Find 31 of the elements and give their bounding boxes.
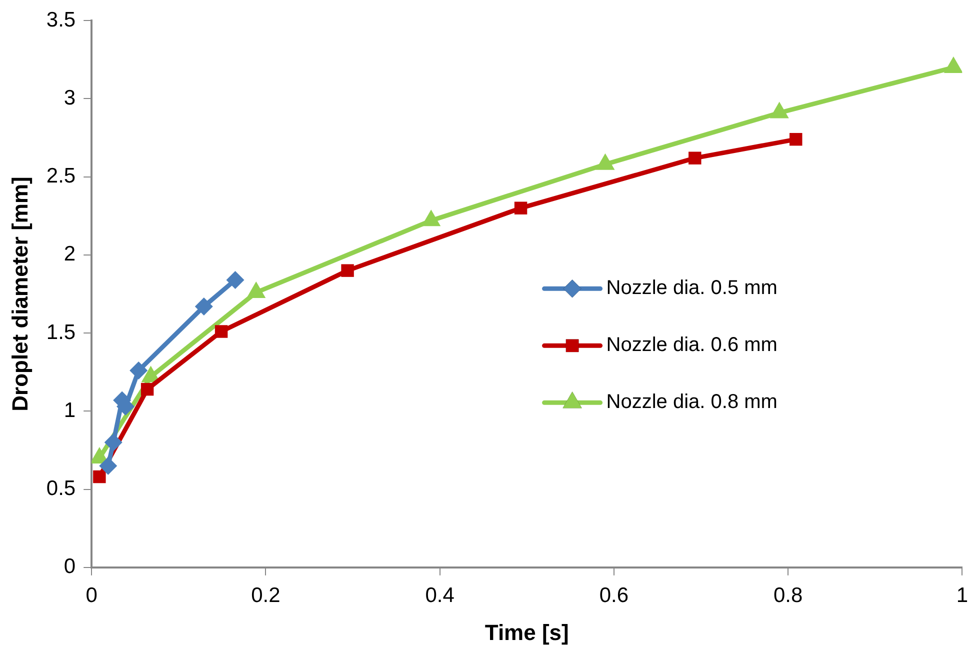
- point: [130, 362, 148, 380]
- point: [99, 456, 118, 475]
- x-axis-title: Time [s]: [484, 620, 569, 645]
- x-tick-label: 0.4: [425, 584, 455, 607]
- point: [214, 325, 228, 338]
- point: [514, 202, 528, 214]
- y-tick-label: 0: [64, 555, 76, 578]
- point: [194, 298, 213, 316]
- point: [93, 470, 106, 484]
- point: [688, 152, 702, 164]
- x-tick-label: 0: [86, 584, 98, 607]
- y-axis-title: Droplet diameter [mm]: [7, 176, 32, 412]
- point: [790, 132, 802, 146]
- y-tick-label: 1.5: [46, 320, 76, 344]
- y-tick-label: 1: [64, 398, 76, 422]
- y-tick-label: 3: [64, 86, 76, 110]
- point: [226, 270, 244, 289]
- point: [140, 382, 154, 396]
- legend-label: Nozzle dia. 0.5 mm: [606, 277, 778, 300]
- x-tick-label: 0.8: [773, 584, 803, 607]
- legend-label: Nozzle dia. 0.8 mm: [606, 391, 778, 414]
- y-tick-label: 0.5: [46, 477, 76, 500]
- x-tick-label: 1: [956, 584, 968, 607]
- y-tick-label: 3.5: [46, 8, 76, 32]
- point: [104, 433, 122, 452]
- y-tick-label: 2: [64, 242, 76, 266]
- y-tick-label: 2.5: [46, 164, 76, 188]
- point: [341, 264, 354, 277]
- x-tick-label: 0.6: [599, 584, 629, 607]
- x-tick-label: 0.2: [251, 584, 280, 607]
- legend-label: Nozzle dia. 0.6 mm: [606, 334, 778, 356]
